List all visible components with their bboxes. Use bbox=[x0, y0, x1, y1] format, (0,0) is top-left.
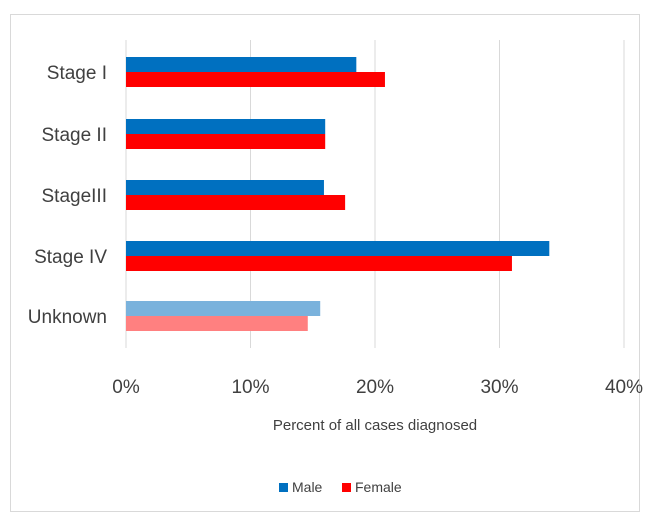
bar-female-unknown bbox=[126, 316, 308, 331]
x-tick-labels: 0% 10% 20% 30% 40% bbox=[112, 377, 643, 398]
x-tick-label: 30% bbox=[480, 377, 518, 398]
bar-male-stage-ii bbox=[126, 119, 326, 134]
bar-male-stageiii bbox=[126, 180, 324, 195]
bar-male-stage-iv bbox=[126, 241, 550, 256]
category-label: Stage I bbox=[47, 63, 107, 84]
legend-swatch-female bbox=[342, 483, 351, 492]
category-labels: Stage I Stage II StageIII Stage IV Unknown bbox=[28, 63, 108, 328]
x-axis-title: Percent of all cases diagnosed bbox=[273, 417, 477, 434]
x-tick-label: 0% bbox=[112, 377, 140, 398]
category-label: StageIII bbox=[42, 186, 108, 207]
legend: Male Female bbox=[279, 479, 402, 495]
legend-swatch-male bbox=[279, 483, 288, 492]
x-tick-label: 40% bbox=[605, 377, 643, 398]
x-tick-label: 20% bbox=[356, 377, 394, 398]
x-tick-label: 10% bbox=[231, 377, 269, 398]
bar-female-stage-ii bbox=[126, 134, 326, 149]
category-label: Stage IV bbox=[34, 247, 107, 268]
category-label: Stage II bbox=[42, 125, 108, 146]
legend-label-female: Female bbox=[355, 479, 402, 495]
bar-female-stageiii bbox=[126, 195, 346, 210]
bar-male-unknown bbox=[126, 301, 321, 316]
category-label: Unknown bbox=[28, 307, 107, 328]
bar-male-stage-i bbox=[126, 57, 357, 72]
bar-female-stage-i bbox=[126, 72, 385, 87]
bars bbox=[126, 57, 550, 331]
bar-female-stage-iv bbox=[126, 256, 512, 271]
legend-label-male: Male bbox=[292, 479, 323, 495]
